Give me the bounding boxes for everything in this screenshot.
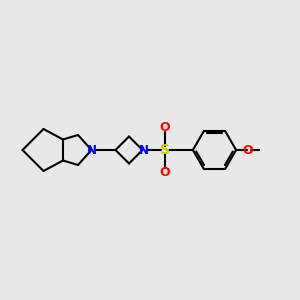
Text: N: N [86,143,97,157]
Text: S: S [160,143,170,157]
Text: N: N [139,143,149,157]
Text: O: O [160,121,170,134]
Text: O: O [243,143,254,157]
Text: O: O [160,166,170,179]
